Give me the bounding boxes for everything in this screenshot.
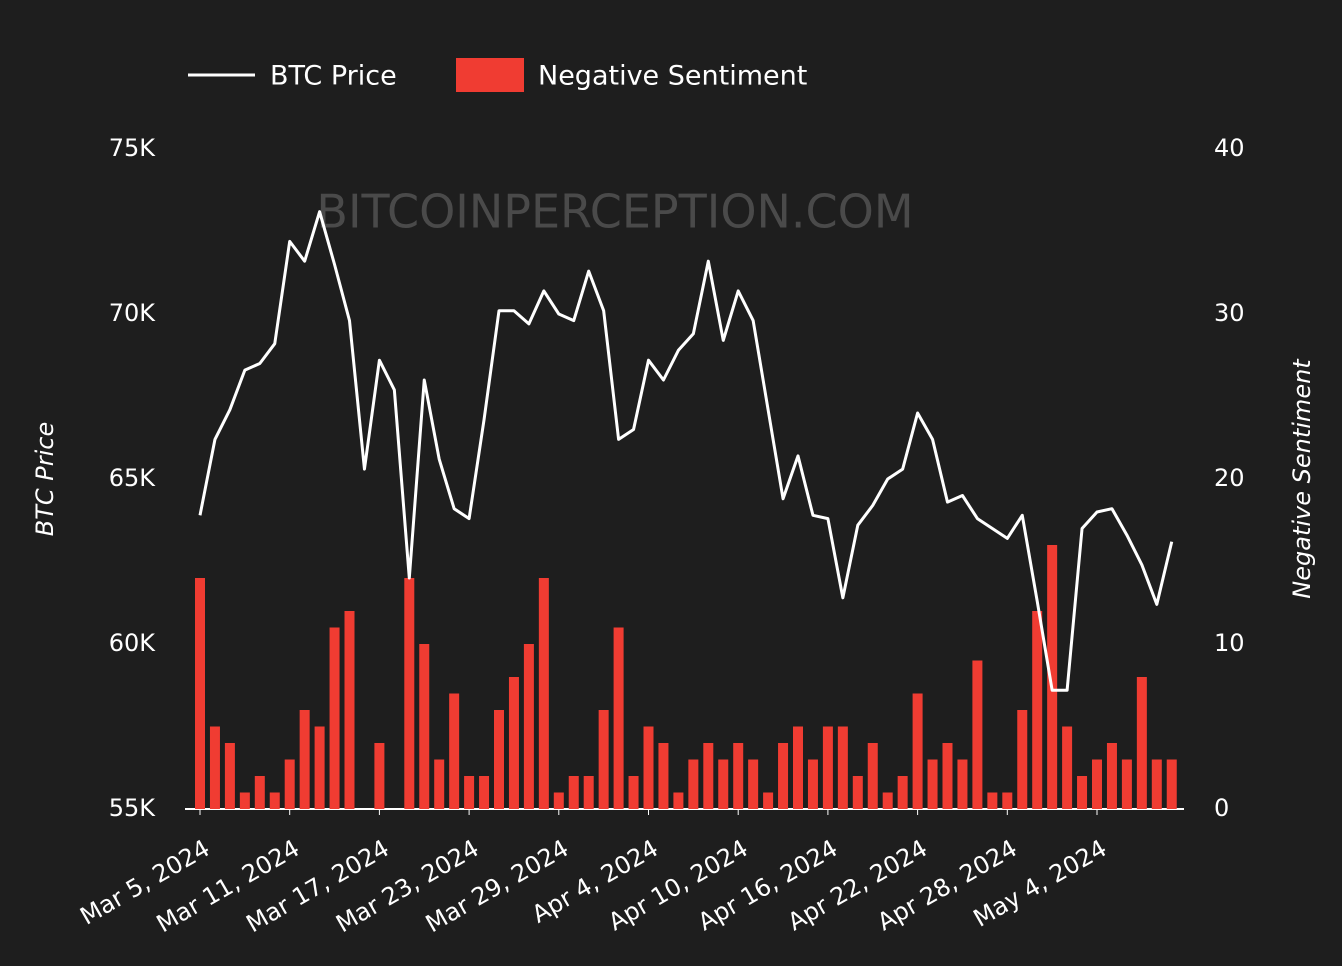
- bar: [1032, 611, 1043, 809]
- bar: [912, 693, 923, 809]
- bar: [957, 759, 968, 809]
- bar: [748, 759, 759, 809]
- y-tick-label: 55K: [109, 794, 157, 822]
- bar: [479, 776, 490, 809]
- price-line: [198, 210, 1174, 692]
- bar: [568, 776, 579, 809]
- y2-tick-label: 40: [1214, 134, 1245, 162]
- bar: [598, 710, 609, 809]
- bar: [1151, 759, 1162, 809]
- bar: [733, 743, 744, 809]
- bar: [494, 710, 504, 809]
- bar: [778, 743, 789, 809]
- bar: [852, 776, 863, 809]
- bar: [224, 743, 235, 809]
- bar: [1121, 759, 1132, 809]
- y-tick-label: 65K: [109, 464, 157, 492]
- y-tick-label: 70K: [109, 299, 157, 327]
- bar: [1002, 792, 1013, 809]
- bar: [239, 792, 250, 809]
- bar: [1166, 759, 1177, 809]
- y2-tick-label: 0: [1214, 794, 1229, 822]
- bar: [1106, 743, 1117, 809]
- bar: [329, 627, 340, 809]
- bar: [1017, 710, 1028, 809]
- bar: [299, 710, 310, 809]
- bar: [1077, 776, 1088, 809]
- y-tick-label: 75K: [109, 134, 157, 162]
- y2-tick-label: 10: [1214, 629, 1245, 657]
- bar: [1092, 759, 1102, 809]
- bar: [807, 759, 818, 809]
- y2-tick-label: 20: [1214, 464, 1245, 492]
- bar: [987, 792, 998, 809]
- bar: [1062, 726, 1073, 809]
- bar: [434, 759, 445, 809]
- bar: [882, 792, 893, 809]
- bar: [195, 578, 205, 809]
- legend-swatch: [456, 58, 524, 92]
- bar: [628, 776, 639, 809]
- bar: [1136, 677, 1147, 809]
- bar: [867, 743, 878, 809]
- bar: [553, 792, 564, 809]
- bar: [209, 726, 220, 809]
- bar: [703, 743, 714, 809]
- bar: [718, 759, 729, 809]
- y-axis-title: BTC Price: [31, 422, 59, 536]
- legend-label: Negative Sentiment: [538, 61, 807, 92]
- bar: [523, 644, 534, 809]
- bar: [419, 644, 430, 809]
- y2-tick-label: 30: [1214, 299, 1245, 327]
- bar: [763, 792, 774, 809]
- bar: [538, 578, 549, 809]
- bar: [673, 792, 684, 809]
- bar: [897, 776, 908, 809]
- bar: [972, 660, 983, 809]
- bar: [927, 759, 938, 809]
- bar: [449, 693, 460, 809]
- bar: [822, 726, 833, 809]
- bar: [793, 726, 803, 809]
- watermark: BITCOINPERCEPTION.COM: [316, 185, 913, 239]
- bar: [1047, 545, 1058, 809]
- bar: [314, 726, 325, 809]
- bar: [344, 611, 355, 809]
- bar: [942, 743, 953, 809]
- bar: [688, 759, 699, 809]
- bar: [508, 677, 519, 809]
- y2-axis-title: Negative Sentiment: [1288, 358, 1316, 599]
- legend-label: BTC Price: [270, 61, 397, 92]
- bar: [269, 792, 280, 809]
- bar: [658, 743, 669, 809]
- bar: [613, 627, 624, 809]
- bar: [254, 776, 265, 809]
- bar: [837, 726, 848, 809]
- bar: [464, 776, 475, 809]
- bar: [284, 759, 295, 809]
- bar: [643, 726, 654, 809]
- bar: [404, 578, 415, 809]
- y-tick-label: 60K: [109, 629, 157, 657]
- bar: [583, 776, 594, 809]
- bar: [374, 743, 385, 809]
